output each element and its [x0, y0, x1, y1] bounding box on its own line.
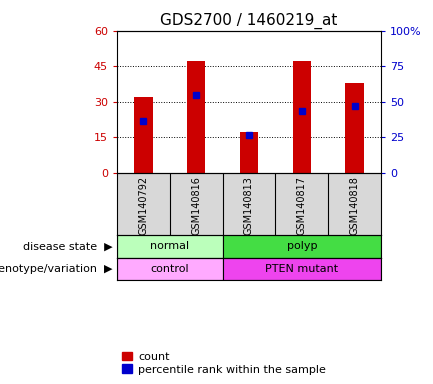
- Bar: [240, 132, 258, 172]
- Text: PTEN mutant: PTEN mutant: [265, 264, 338, 274]
- Text: control: control: [150, 264, 189, 274]
- Text: normal: normal: [150, 241, 189, 251]
- Text: GSM140818: GSM140818: [349, 175, 360, 235]
- Legend: count, percentile rank within the sample: count, percentile rank within the sample: [123, 352, 326, 375]
- Text: GSM140816: GSM140816: [191, 175, 201, 235]
- Bar: [293, 61, 311, 172]
- Text: genotype/variation  ▶: genotype/variation ▶: [0, 264, 113, 274]
- Text: polyp: polyp: [287, 241, 317, 251]
- Bar: [223, 258, 381, 280]
- Bar: [134, 97, 152, 172]
- Text: GSM140792: GSM140792: [138, 175, 149, 235]
- Bar: [346, 83, 364, 172]
- Bar: [187, 61, 205, 172]
- Text: GSM140817: GSM140817: [297, 175, 307, 235]
- Bar: [117, 258, 223, 280]
- Text: GSM140813: GSM140813: [244, 175, 254, 235]
- Bar: [223, 235, 381, 258]
- Title: GDS2700 / 1460219_at: GDS2700 / 1460219_at: [160, 13, 338, 29]
- Bar: [117, 235, 223, 258]
- Text: disease state  ▶: disease state ▶: [23, 241, 113, 251]
